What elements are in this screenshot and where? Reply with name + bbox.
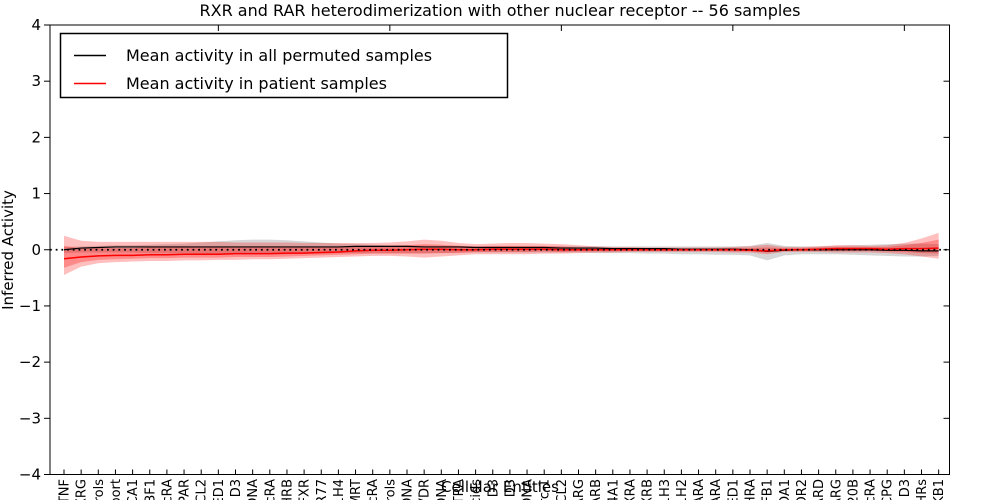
legend-box <box>59 32 509 99</box>
category-label: SREBF1 <box>143 479 158 500</box>
y-tick-label: −1 <box>19 297 41 315</box>
category-label: THRA <box>744 479 759 500</box>
category-label: RXRs/RXRs/DNA/9cRA <box>263 479 278 500</box>
patient-samples-outer-band <box>64 232 939 276</box>
category-label: mol:Vit D3 <box>486 479 501 500</box>
y-tick-label: 0 <box>31 241 41 259</box>
y-tick-labels: −4 −3 −2 −1 0 1 2 3 4 <box>19 16 41 484</box>
category-label: ABCA1 <box>126 479 141 500</box>
category-label: RXRs/NUR77/BCL2 <box>195 479 210 500</box>
category-label: RXRs/LXRs/DNA/Oxysterols <box>92 479 107 500</box>
category-label: BCL2 <box>555 479 570 500</box>
category-label: RXRs/FXR/9cRA/MED1 <box>212 479 227 500</box>
category-label: RARs/THRs/DNA/Src-1 <box>538 479 553 500</box>
category-label: VDR/Vit D3/DNA <box>521 479 536 500</box>
category-label: RXRA <box>623 479 638 500</box>
category-label: VDR <box>418 479 433 500</box>
category-label: RARG <box>829 479 844 500</box>
category-label: RXRs/VDR/DNA/Vit D3 <box>229 479 244 500</box>
category-label: PPARD <box>812 479 827 500</box>
category-label: RXRs/NUR77 <box>315 479 330 500</box>
category-label: mol:ATRA <box>452 479 467 500</box>
category-label: RXRs/LXRs/DNA/9cRA <box>160 479 175 500</box>
category-label: NR1H4 <box>332 479 347 500</box>
category-label: PPARA <box>692 479 707 500</box>
y-tick-label: −2 <box>19 353 41 371</box>
chart-title: RXR and RAR heterodimerization with othe… <box>200 1 801 20</box>
y-tick-label: 2 <box>31 128 41 146</box>
category-label: RXRs/PPAR <box>178 479 193 500</box>
category-label: RARA <box>709 479 724 500</box>
category-label: RPS6KB1 <box>932 479 947 500</box>
legend-label-permuted: Mean activity in all permuted samples <box>126 46 432 65</box>
y-tick-label: 4 <box>31 16 41 34</box>
category-label: TGFB1 <box>761 479 776 500</box>
category-label: mol:Oxysterols <box>383 479 398 500</box>
plot-frame <box>49 24 950 475</box>
y-tick-label: 1 <box>31 185 41 203</box>
category-label: MED1 <box>726 479 741 500</box>
mean-lines <box>50 245 950 260</box>
category-label: NR1H2 <box>675 479 690 500</box>
category-label: RXRB <box>641 479 656 500</box>
y-tick-label: −3 <box>19 409 41 427</box>
category-label: NCOR2 <box>795 479 810 500</box>
category-label: VDR/VDR/Vit D3 <box>503 479 518 500</box>
category-label: RARs/RARs/DNA/9cRA <box>864 479 879 500</box>
category-label: TNF <box>58 479 73 500</box>
category-label: cholesterol transport <box>109 479 124 500</box>
category-label: FAM120B <box>846 479 861 500</box>
category-label: mol:Bile acids <box>469 479 484 500</box>
category-label: PPARG <box>572 479 587 500</box>
category-label: RARs/THRs <box>915 479 930 500</box>
legend-label-patient: Mean activity in patient samples <box>126 74 387 93</box>
category-label: mol:9cRA <box>366 479 381 500</box>
x-category-labels: TNFRXRGRXRs/LXRs/DNA/Oxysterolscholester… <box>58 479 948 500</box>
category-label: RXRG <box>75 479 90 500</box>
category-label: RARs/VDR/DNA/Vit D3 <box>898 479 913 500</box>
category-label: NR1H3 <box>658 479 673 500</box>
y-tick-label: −4 <box>19 466 41 484</box>
category-label: RXRs/PPAR/9cRA/PGJ2/DNA <box>246 479 261 500</box>
category-label: RARs/THRs/DNA/SMRT <box>349 479 364 500</box>
legend: Mean activity in all permuted samples Me… <box>59 32 509 99</box>
x-axis-label: Cellular Entities <box>441 478 559 496</box>
y-axis-label: Inferred Activity <box>0 190 17 310</box>
category-label: NR4A1 <box>606 479 621 500</box>
category-label: RXRs/LXRs/DNA <box>401 479 416 500</box>
category-label: RXRs/FXR <box>298 479 313 500</box>
category-label: NCOA1 <box>778 479 793 500</box>
y-tick-label: 3 <box>31 72 41 90</box>
category-label: RARB <box>589 479 604 500</box>
category-label: THRB <box>280 479 295 500</box>
category-label: RXR alpha/CCPG <box>881 479 896 500</box>
category-label: VDR/VDR/DNA <box>435 479 450 500</box>
